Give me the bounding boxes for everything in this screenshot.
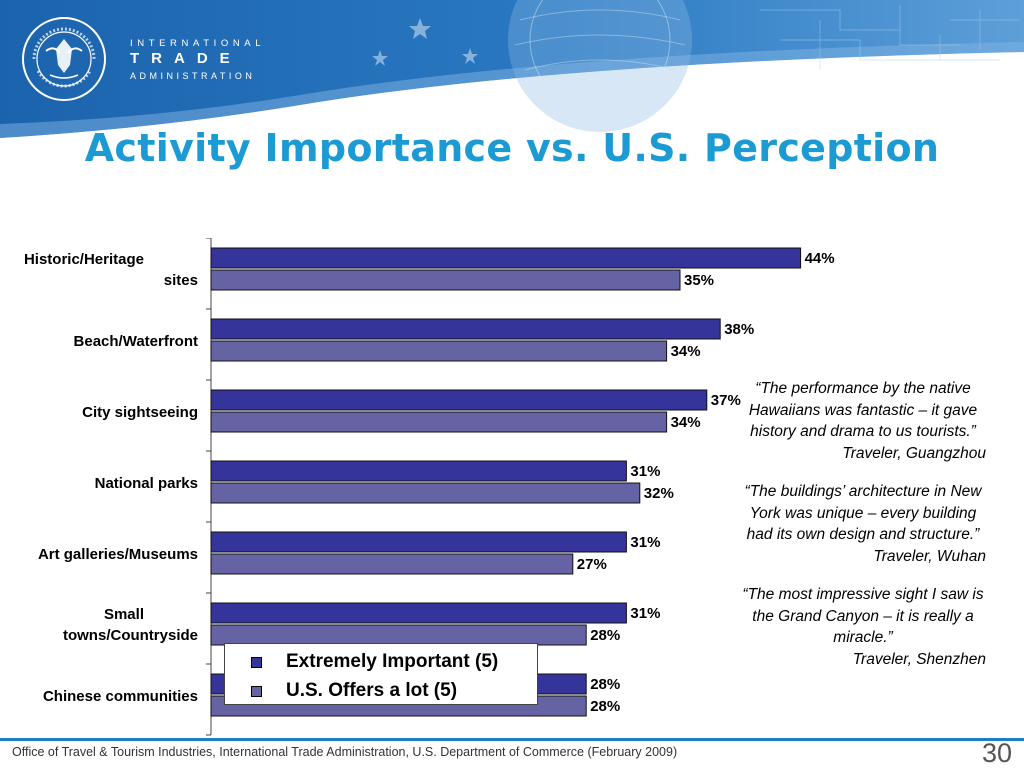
header-background	[0, 0, 1024, 138]
org-name-line-1: INTERNATIONAL	[130, 38, 266, 49]
quote-2-attribution: Traveler, Wuhan	[873, 547, 986, 565]
quote-1-text: “The performance by the native Hawaiians…	[748, 380, 978, 440]
bar-chart-canvas: 44% 38% 37% 31% 31% 31% 28% 35% 34% 34% 32% 27% 28% 2…	[206, 238, 835, 736]
data-label: 34%	[671, 343, 701, 360]
quote-3: “The most impressive sight I saw is the …	[740, 584, 986, 670]
data-label: 28%	[590, 698, 620, 715]
quote-2: “The buildings’ architecture in New York…	[740, 481, 986, 567]
bar-us-offers-a-lot-4	[210, 553, 574, 575]
category-label: Art galleries/Museums	[37, 546, 198, 563]
data-label: 28%	[590, 676, 620, 693]
category-label: City sightseeing	[82, 404, 198, 421]
org-name-line-2: TRADE	[130, 50, 242, 67]
legend-item-us-offers-a-lot: U.S. Offers a lot (5)	[251, 679, 457, 703]
data-label: 44%	[805, 250, 835, 267]
data-label: 34%	[671, 414, 701, 431]
legend-item-extremely-important: Extremely Important (5)	[251, 650, 498, 674]
category-label: Beach/Waterfront	[73, 333, 198, 350]
footer-rule	[0, 738, 1024, 741]
quote-3-attribution: Traveler, Shenzhen	[852, 650, 986, 668]
data-label: 28%	[590, 627, 620, 644]
org-name-line-3: ADMINISTRATION	[130, 71, 256, 81]
header-banner: INTERNATIONAL TRADE ADMINISTRATION	[0, 0, 1024, 140]
bar-extremely-important-2	[210, 389, 708, 411]
bar-us-offers-a-lot-2	[210, 411, 668, 433]
footer-source: Office of Travel & Tourism Industries, I…	[12, 745, 678, 759]
data-label: 37%	[711, 392, 741, 409]
chart-legend: Extremely Important (5) U.S. Offers a lo…	[224, 643, 538, 705]
bar-extremely-important-3	[210, 460, 627, 482]
legend-label-series-1: Extremely Important (5)	[286, 651, 499, 672]
accent-rule	[0, 229, 1024, 231]
bar-us-offers-a-lot-0	[210, 269, 681, 291]
category-label: National parks	[94, 475, 198, 492]
quote-3-text: “The most impressive sight I saw is the …	[742, 586, 984, 646]
legend-label-series-2: U.S. Offers a lot (5)	[286, 680, 458, 701]
data-label: 31%	[630, 605, 660, 622]
bar-us-offers-a-lot-1	[210, 340, 668, 362]
data-label: 31%	[630, 463, 660, 480]
data-label: 27%	[577, 556, 607, 573]
bar-us-offers-a-lot-5	[210, 624, 587, 646]
page-number: 30	[981, 738, 1012, 768]
legend-swatch-series-2	[251, 685, 262, 697]
legend-swatch-series-1	[251, 656, 262, 668]
bar-us-offers-a-lot-3	[210, 482, 641, 504]
bar-extremely-important-4	[210, 531, 627, 553]
data-label: 31%	[630, 534, 660, 551]
bar-extremely-important-5	[210, 602, 627, 624]
category-label: Historic/Heritage sites	[23, 251, 198, 289]
data-label: 38%	[724, 321, 754, 338]
quote-1-attribution: Traveler, Guangzhou	[842, 444, 986, 462]
quote-2-text: “The buildings’ architecture in New York…	[744, 483, 982, 543]
department-of-commerce-seal-icon	[22, 17, 106, 101]
category-label: Small towns/Countryside	[62, 606, 198, 644]
data-label: 32%	[644, 485, 674, 502]
bar-chart: 44% 38% 37% 31% 31% 31% 28% 35% 34% 34% 32% 27% 28% 2…	[0, 238, 1024, 738]
category-label: Chinese communities	[42, 688, 198, 705]
data-label: 35%	[684, 272, 714, 289]
bar-extremely-important-1	[210, 318, 721, 340]
bar-extremely-important-0	[210, 247, 802, 269]
quote-1: “The performance by the native Hawaiians…	[740, 378, 986, 464]
slide-title: Activity Importance vs. U.S. Perception	[84, 126, 940, 170]
traveler-quotes: “The performance by the native Hawaiians…	[740, 378, 986, 687]
